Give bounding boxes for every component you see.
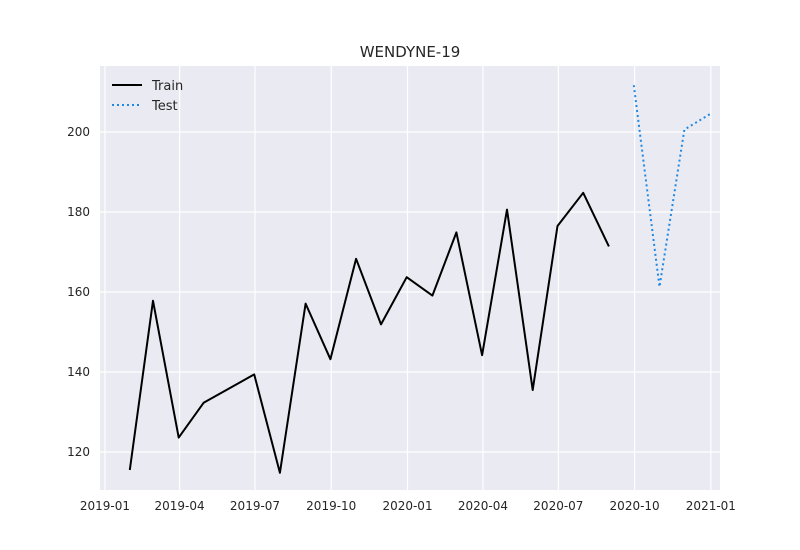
x-tick-label: 2019-07 [230, 499, 280, 513]
axis-ticks: 2019-01 2019-04 2019-07 2019-10 2020-01 2020-… [67, 125, 736, 513]
legend-label-test: Test [151, 99, 178, 114]
plot-area [100, 66, 720, 490]
x-tick-label: 2021-01 [686, 499, 736, 513]
x-tick-label: 2019-10 [306, 499, 356, 513]
x-tick-label: 2019-01 [80, 499, 130, 513]
y-tick-label: 180 [67, 205, 90, 219]
x-tick-label: 2019-04 [155, 499, 205, 513]
x-tick-label: 2020-10 [610, 499, 660, 513]
x-tick-label: 2020-07 [533, 499, 583, 513]
legend: Train Test [112, 79, 183, 114]
y-tick-label: 120 [67, 445, 90, 459]
y-tick-label: 160 [67, 285, 90, 299]
series-line-train [128, 191, 610, 474]
x-tick-label: 2020-04 [458, 499, 508, 513]
series-lines [128, 85, 711, 474]
chart-title: WENDYNE-19 [360, 43, 461, 61]
legend-label-train: Train [151, 79, 183, 94]
series-line-test [632, 85, 711, 288]
y-tick-label: 200 [67, 125, 90, 139]
y-tick-label: 140 [67, 365, 90, 379]
x-tick-label: 2020-01 [382, 499, 432, 513]
